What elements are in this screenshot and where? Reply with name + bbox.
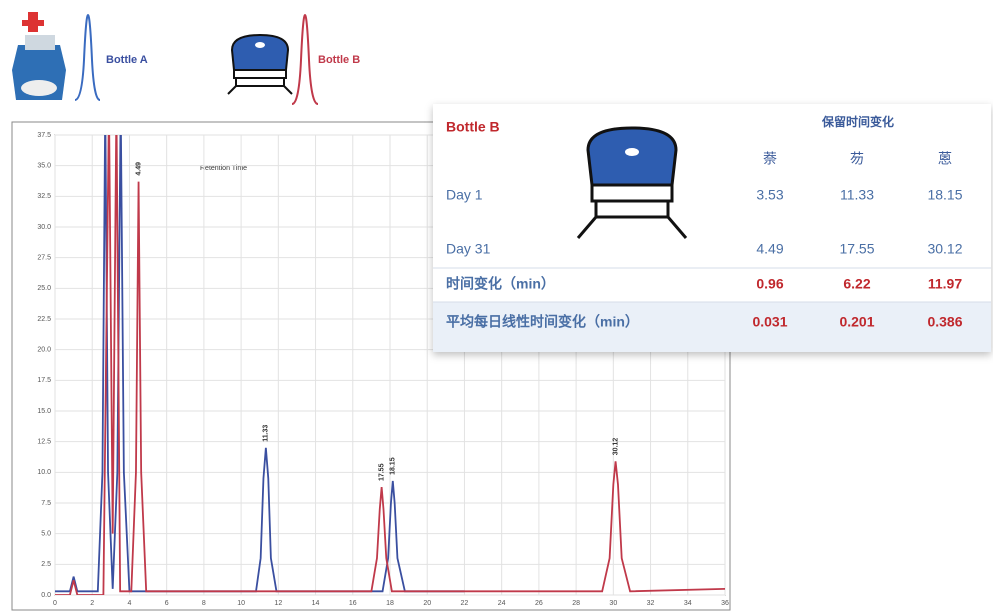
page: Bottle A Bottle B Retention Time 0.02.55…	[0, 0, 993, 613]
table-cell: 0.201	[839, 314, 874, 330]
table-cell: 30.12	[927, 241, 962, 257]
table-cell: 11.97	[928, 276, 962, 292]
y-tick-label: 17.5	[37, 377, 51, 384]
table-cell: 4.49	[756, 241, 783, 257]
y-tick-label: 30.0	[37, 224, 51, 231]
x-tick-label: 0	[53, 600, 57, 607]
table-cell: 6.22	[843, 276, 870, 292]
y-tick-label: 32.5	[37, 193, 51, 200]
y-tick-label: 2.5	[41, 561, 51, 568]
table-cell: 11.33	[840, 187, 874, 203]
table-cell: 0.031	[752, 314, 787, 330]
table-header: 保留时间变化	[821, 114, 894, 129]
row-label: 平均每日线性时间变化（min）	[446, 314, 639, 330]
x-tick-label: 14	[312, 600, 320, 607]
x-tick-label: 4	[127, 600, 131, 607]
x-tick-label: 36	[721, 600, 729, 607]
x-tick-label: 10	[237, 600, 245, 607]
y-tick-label: 7.5	[41, 500, 51, 507]
x-tick-label: 18	[386, 600, 394, 607]
y-tick-label: 12.5	[37, 439, 51, 446]
y-tick-label: 10.0	[37, 469, 51, 476]
y-tick-label: 37.5	[37, 132, 51, 139]
peak-label: 17.55	[378, 463, 385, 481]
x-tick-label: 8	[202, 600, 206, 607]
y-tick-label: 20.0	[37, 347, 51, 354]
bottle-b-icon	[228, 15, 318, 104]
row-label: Day 1	[446, 187, 483, 203]
y-tick-label: 35.0	[37, 163, 51, 170]
column-header: 芴	[850, 151, 864, 167]
bottle-a-icon	[12, 12, 100, 100]
y-tick-label: 5.0	[41, 531, 51, 538]
x-tick-label: 16	[349, 600, 357, 607]
x-tick-label: 28	[572, 600, 580, 607]
row-label: Day 31	[446, 241, 491, 257]
y-tick-label: 0.0	[41, 592, 51, 599]
x-tick-label: 22	[461, 600, 469, 607]
table-cell: 0.96	[756, 276, 783, 292]
table-cell: 18.15	[927, 187, 962, 203]
x-tick-label: 34	[684, 600, 692, 607]
x-tick-label: 24	[498, 600, 506, 607]
y-tick-label: 15.0	[37, 408, 51, 415]
x-tick-label: 6	[165, 600, 169, 607]
table-cell: 17.55	[839, 241, 874, 257]
legend-label: Bottle A	[106, 54, 148, 66]
x-tick-label: 30	[609, 600, 617, 607]
x-tick-label: 2	[90, 600, 94, 607]
x-tick-label: 12	[274, 600, 282, 607]
column-header: 萘	[763, 151, 777, 167]
legend-label: Bottle B	[318, 54, 360, 66]
x-tick-label: 32	[647, 600, 655, 607]
row-label: 时间变化（min）	[446, 276, 555, 292]
peak-label: 11.33	[263, 425, 270, 442]
y-tick-label: 25.0	[37, 285, 51, 292]
x-tick-label: 20	[423, 600, 431, 607]
table-cell: 0.386	[927, 314, 962, 330]
y-tick-label: 27.5	[37, 255, 51, 262]
peak-label: 4.49	[135, 162, 142, 176]
column-header: 蒽	[938, 151, 952, 167]
y-tick-label: 22.5	[37, 316, 51, 323]
x-tick-label: 26	[535, 600, 543, 607]
peak-label: 18.15	[390, 457, 397, 475]
peak-label: 30.12	[612, 438, 619, 456]
table-cell: 3.53	[756, 187, 783, 203]
table-title: Bottle B	[446, 119, 500, 135]
